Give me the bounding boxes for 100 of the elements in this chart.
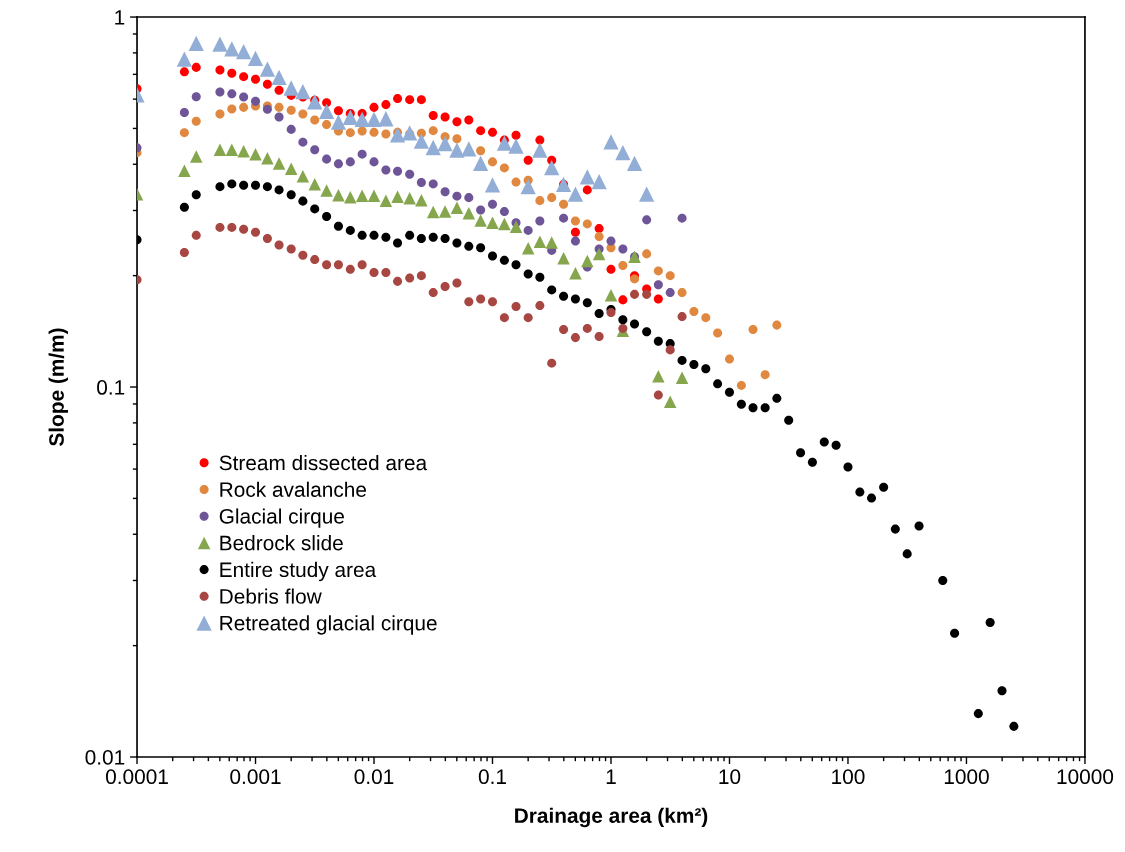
point (511, 302, 521, 312)
point (452, 117, 462, 127)
point (603, 134, 619, 150)
point (322, 154, 332, 164)
point (298, 109, 308, 119)
x-tick-label: 10000 (1057, 769, 1114, 785)
point (535, 135, 545, 145)
point (452, 191, 462, 201)
point (333, 106, 343, 116)
point (535, 301, 545, 311)
point (618, 244, 628, 254)
point (357, 149, 367, 159)
point (274, 240, 284, 250)
point (215, 87, 225, 97)
point (393, 166, 403, 176)
y-tick-label: 0.1 (97, 380, 125, 395)
point (581, 254, 594, 268)
point (251, 227, 261, 237)
point (604, 289, 618, 302)
point (464, 193, 474, 203)
point (570, 227, 580, 237)
point (438, 205, 452, 218)
point (523, 313, 533, 323)
x-tick-label: 0.001 (230, 769, 281, 785)
legend-label: Entire study area (220, 561, 377, 582)
point (405, 95, 415, 105)
point (487, 127, 498, 137)
point (508, 138, 524, 154)
point (393, 94, 403, 104)
y-axis-title: Slope (m/m) (48, 328, 69, 447)
point (251, 74, 261, 84)
point (215, 65, 225, 75)
point (665, 288, 675, 298)
point (320, 184, 333, 197)
legend-label: Debris flow (220, 588, 322, 604)
point (523, 155, 533, 165)
point (227, 68, 237, 78)
legend-label: Retreated glacial cirque (220, 615, 437, 635)
point (286, 244, 296, 254)
point (213, 143, 227, 156)
point (296, 170, 310, 183)
legend-label: Stream dissected area (219, 454, 428, 471)
point (618, 323, 628, 333)
point (464, 297, 474, 307)
point (310, 115, 320, 125)
point (332, 188, 345, 202)
point (626, 155, 643, 172)
point (330, 114, 347, 130)
point (322, 98, 332, 108)
point (653, 390, 663, 400)
point (308, 178, 321, 191)
point (416, 95, 426, 105)
point (474, 214, 487, 227)
point (295, 83, 311, 100)
point (523, 225, 533, 235)
point (283, 80, 299, 96)
x-tick-label: 0.1 (478, 769, 506, 785)
point (381, 129, 391, 139)
point (582, 323, 592, 333)
point (484, 177, 501, 193)
legend-label: Bedrock slide (220, 535, 343, 551)
point (665, 345, 675, 355)
point (274, 112, 284, 122)
point (284, 162, 298, 175)
point (227, 222, 237, 232)
point (310, 145, 320, 155)
point (345, 157, 355, 167)
point (544, 159, 560, 176)
point (557, 251, 570, 265)
x-tick-label: 0.0001 (105, 769, 168, 785)
point (487, 297, 498, 307)
point (345, 264, 355, 274)
point (499, 313, 509, 323)
point (354, 111, 370, 127)
point (239, 92, 249, 102)
point (487, 199, 498, 209)
legend-label: Glacial cirque (219, 508, 344, 528)
point (582, 185, 592, 195)
point (559, 213, 569, 223)
point (224, 41, 240, 57)
point (239, 224, 249, 234)
point (653, 294, 663, 304)
point (511, 130, 521, 140)
point (344, 190, 357, 204)
point (369, 102, 379, 112)
point (262, 234, 272, 244)
point (535, 216, 545, 226)
point (298, 250, 308, 260)
point (239, 102, 249, 112)
point (428, 126, 438, 136)
point (591, 174, 607, 190)
point (425, 139, 441, 156)
point (333, 260, 343, 270)
point (440, 112, 450, 122)
point (428, 110, 438, 120)
point (464, 115, 474, 125)
point (369, 267, 379, 277)
point (521, 242, 535, 255)
point (307, 94, 323, 110)
point (215, 109, 225, 119)
